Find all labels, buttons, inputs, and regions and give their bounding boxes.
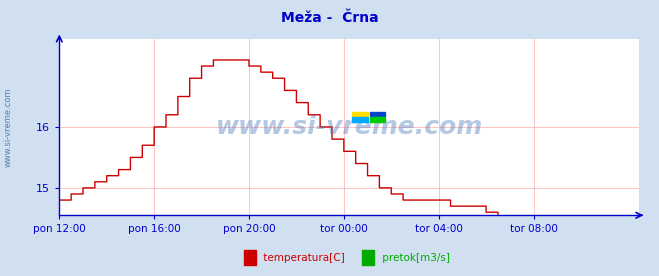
Text: temperatura[C]: temperatura[C]: [260, 253, 345, 263]
Text: pretok[m3/s]: pretok[m3/s]: [379, 253, 450, 263]
FancyBboxPatch shape: [352, 112, 368, 116]
FancyBboxPatch shape: [352, 117, 368, 122]
Text: Meža -  Črna: Meža - Črna: [281, 11, 378, 25]
Text: www.si-vreme.com: www.si-vreme.com: [4, 87, 13, 167]
FancyBboxPatch shape: [370, 117, 386, 122]
FancyBboxPatch shape: [370, 112, 386, 116]
Text: www.si-vreme.com: www.si-vreme.com: [215, 115, 483, 139]
